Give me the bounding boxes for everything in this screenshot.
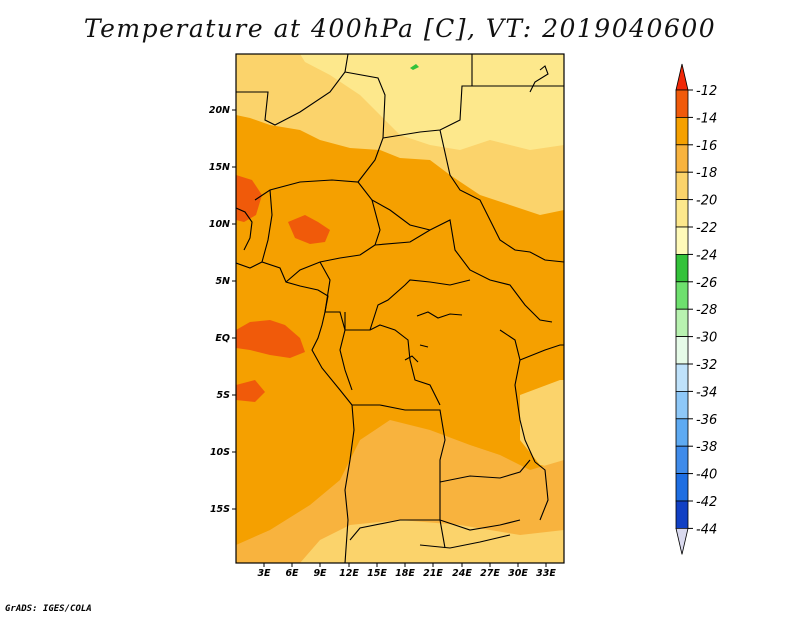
lat-label-10s: 10S bbox=[210, 447, 230, 458]
colorbar-label: -16 bbox=[696, 139, 717, 154]
colorbar-box bbox=[675, 253, 689, 283]
field-region-nigeria-very-warm bbox=[288, 215, 330, 244]
latitude-labels: 20N 15N 10N 5N EQ 5S 10S 15S bbox=[209, 105, 230, 515]
lat-label-eq: EQ bbox=[215, 333, 230, 344]
colorbar-box bbox=[675, 226, 689, 255]
colorbar-box bbox=[675, 308, 689, 338]
colorbar-label: -22 bbox=[696, 221, 717, 236]
field-region-south-mid bbox=[236, 420, 564, 563]
grads-credit: GrADS: IGES/COLA bbox=[5, 604, 92, 614]
field-region-southwest-cool bbox=[300, 520, 564, 563]
colorbar-box bbox=[675, 445, 689, 475]
lon-label-24e: 24E bbox=[452, 568, 472, 579]
colorbar-box bbox=[675, 171, 689, 200]
colorbar-label: -14 bbox=[696, 111, 717, 126]
field-region-coast-very-warm bbox=[236, 175, 262, 222]
field-region-east-cool bbox=[520, 380, 564, 470]
field-region-small-very-warm bbox=[236, 380, 265, 402]
lon-label-33e: 33E bbox=[536, 568, 556, 579]
lon-label-18e: 18E bbox=[395, 568, 415, 579]
lon-label-21e: 21E bbox=[423, 568, 443, 579]
lon-label-9e: 9E bbox=[313, 568, 327, 579]
map-axis-ticks bbox=[232, 109, 547, 567]
colorbar-label: -36 bbox=[696, 413, 717, 428]
lat-label-5s: 5S bbox=[217, 390, 231, 401]
colorbar-label: -26 bbox=[696, 276, 717, 291]
colorbar-box bbox=[675, 199, 689, 228]
field-region-green-patch bbox=[410, 64, 419, 70]
colorbar-label: -42 bbox=[696, 495, 717, 510]
field-region-equator-very-warm bbox=[236, 320, 305, 358]
lon-label-3e: 3E bbox=[257, 568, 271, 579]
lon-label-27e: 27E bbox=[480, 568, 500, 579]
temperature-field bbox=[236, 54, 564, 563]
colorbar-label: -24 bbox=[696, 248, 717, 263]
colorbar-box bbox=[675, 418, 689, 447]
lat-label-10n: 10N bbox=[209, 219, 230, 230]
colorbar-box bbox=[675, 281, 689, 310]
colorbar-label: -30 bbox=[696, 331, 717, 346]
colorbar-label: -18 bbox=[696, 166, 717, 181]
lon-label-30e: 30E bbox=[508, 568, 528, 579]
colorbar-label: -34 bbox=[696, 385, 717, 400]
colorbar-box bbox=[675, 89, 689, 118]
country-borders bbox=[236, 54, 564, 563]
colorbar-bottom-triangle bbox=[675, 528, 689, 555]
lon-label-12e: 12E bbox=[339, 568, 359, 579]
colorbar-label: -28 bbox=[696, 303, 717, 318]
lat-label-20n: 20N bbox=[209, 105, 230, 116]
colorbar-label: -20 bbox=[696, 194, 717, 209]
colorbar: -12 -14 -16 -18 -20 -22 -24 -26 -28 -30 -32 -34 -36 -… bbox=[675, 63, 717, 555]
colorbar-box bbox=[675, 336, 689, 365]
colorbar-top-triangle bbox=[675, 63, 689, 91]
colorbar-box bbox=[675, 500, 689, 529]
colorbar-box bbox=[675, 117, 689, 146]
colorbar-label: -32 bbox=[696, 358, 717, 373]
lat-label-5n: 5N bbox=[215, 276, 230, 287]
colorbar-label: -38 bbox=[696, 440, 717, 455]
colorbar-box bbox=[675, 363, 689, 392]
map-title: Temperature at 400hPa [C], VT: 201904060… bbox=[83, 14, 717, 43]
lon-label-15e: 15E bbox=[367, 568, 387, 579]
colorbar-label: -40 bbox=[696, 468, 717, 483]
field-region-north-coolest bbox=[300, 54, 564, 150]
colorbar-box bbox=[675, 390, 689, 420]
lon-label-6e: 6E bbox=[285, 568, 299, 579]
longitude-labels: 3E 6E 9E 12E 15E 18E 21E 24E 27E 30E 33E bbox=[257, 568, 556, 579]
colorbar-label: -44 bbox=[696, 522, 717, 537]
lat-label-15n: 15N bbox=[209, 162, 230, 173]
colorbar-label: -12 bbox=[696, 84, 717, 99]
map-frame bbox=[235, 53, 565, 564]
colorbar-box bbox=[675, 473, 689, 502]
lat-label-15s: 15S bbox=[210, 504, 230, 515]
colorbar-box bbox=[675, 144, 689, 173]
